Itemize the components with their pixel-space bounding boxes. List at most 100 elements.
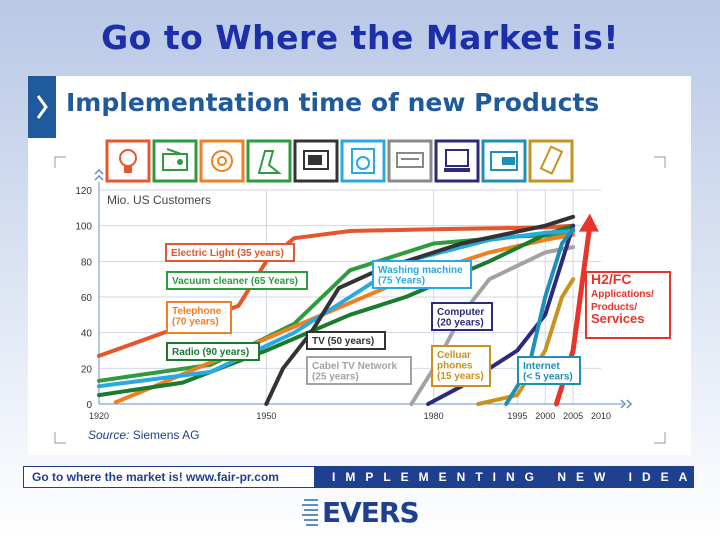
icon-frame [152,139,198,183]
series-label-text: H2/FC [591,271,631,287]
series-line [476,277,576,406]
x-tick-label: 2010 [591,411,611,421]
series-label-text: (15 years) [437,371,484,382]
series-label-box [585,271,671,339]
icon-frame [105,139,151,183]
internet-icon [481,139,527,183]
x-tick-label: 2000 [535,411,555,421]
x-axis-arrow [620,399,627,409]
radio-icon [152,139,198,183]
corner-bracket [654,432,666,444]
series-label-text: Washing machine [378,265,463,276]
series-label-text: Electric Light (35 years) [171,248,284,259]
series-label-text: Computer [437,307,484,318]
series-label-text: Celluar [437,350,471,361]
chevron-marker [28,76,56,138]
evers-logo: EVERS [300,492,420,532]
series-label-box [306,356,412,385]
y-axis-arrow [94,168,104,175]
series-arrowhead [578,213,599,232]
x-axis-arrow [626,399,633,409]
series-label-text: (25 years) [312,372,359,383]
series-label-box [166,271,308,290]
series-label-text: Services [591,311,645,326]
series-line [553,223,593,407]
series-label-text: (< 5 years) [523,372,573,383]
series-label-text: Vacuum cleaner (65 Years) [172,276,298,287]
chevron-right-icon [36,95,48,119]
television-icon [293,139,339,183]
series-label: Cabel TV Network(25 years) [306,356,412,385]
source-prefix: Source: [88,428,133,442]
corner-bracket [54,156,66,168]
series-label-text: Internet [523,361,560,372]
series-label: Washing machine(75 Years) [372,260,472,289]
icon-frame [434,139,480,183]
y-axis-arrow [94,174,104,181]
series-label: Internet(< 5 years) [517,356,581,385]
series-label-text: (75 Years) [378,276,425,287]
logo-text: EVERS [322,496,420,529]
y-axis-label: Mio. US Customers [107,193,211,207]
x-tick-label: 2005 [563,411,583,421]
wings-logo-icon [302,499,318,526]
y-tick-label: 60 [81,293,93,304]
corner-bracket [654,156,666,168]
x-tick-label: 1920 [89,411,109,421]
y-tick-label: 0 [86,400,92,411]
series-label: Electric Light (35 years) [165,243,295,262]
series-label-text: (20 years) [437,318,484,329]
icon-frame [387,139,433,183]
source-value: Siemens AG [133,428,200,442]
series-label-text: phones [437,361,473,372]
y-tick-label: 80 [81,257,93,268]
chart-title: Implementation time of new Products [66,88,600,117]
series-label-text: TV (50 years) [312,336,374,347]
vacuum-cleaner-icon [246,139,292,183]
computer-icon [434,139,480,183]
footer-slogan: IMPLEMENTING NEW IDEAS [314,467,705,487]
icon-frame [246,139,292,183]
series-label-text: Radio (90 years) [172,347,249,358]
y-tick-label: 100 [75,222,92,233]
series-label-box [306,331,386,350]
series-label: TV (50 years) [306,331,386,350]
series-line [264,214,576,406]
x-tick-label: 1995 [507,411,527,421]
series-label-box [166,301,232,334]
series-label-box [165,243,295,262]
series-label-box [372,260,472,289]
series-label-text: Telephone [172,306,222,317]
icon-frame [199,139,245,183]
series-label-box [431,302,493,331]
lightbulb-icon [105,139,151,183]
series-line [113,232,576,405]
source-note: Source: Siemens AG [88,428,199,442]
icon-frame [340,139,386,183]
cable-tv-icon [387,139,433,183]
series-label-text: (70 years) [172,317,219,328]
series-label: Computer(20 years) [431,302,493,331]
series-line [97,223,576,398]
x-tick-label: 1980 [424,411,444,421]
footer-tagline: Go to where the market is! www.fair-pr.c… [32,470,279,484]
series-label: Vacuum cleaner (65 Years) [166,271,308,290]
series-line [409,245,576,406]
series-label: H2/FC Applications/Products/Services [585,271,671,339]
series-label-text: Applications/ [591,289,654,300]
series-label-box [166,342,260,361]
y-tick-label: 40 [81,329,93,340]
footer-bar: Go to where the market is! www.fair-pr.c… [23,466,705,488]
series-line [426,223,576,406]
y-tick-label: 120 [75,186,92,197]
y-tick-label: 20 [81,364,93,375]
x-tick-label: 1950 [256,411,276,421]
series-label: Radio (90 years) [166,342,260,361]
cellular-phone-icon [528,139,574,183]
washing-machine-icon [340,139,386,183]
series-label-text: Products/ [591,302,637,313]
telephone-icon [199,139,245,183]
series-label-box [431,345,491,387]
